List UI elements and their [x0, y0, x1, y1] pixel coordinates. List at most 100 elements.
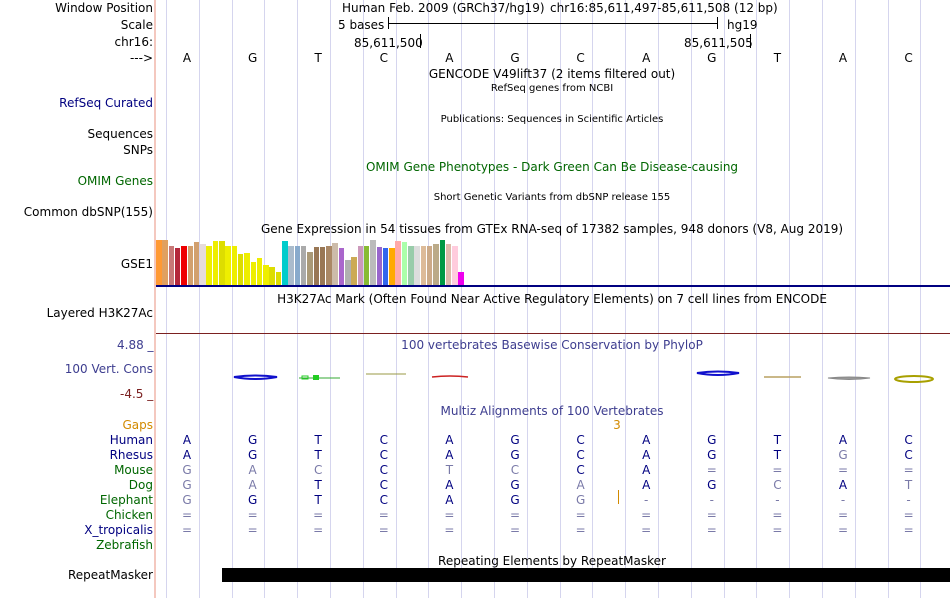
- gtex-tissue-bar[interactable]: [300, 246, 307, 286]
- alignment-base: C: [379, 463, 388, 477]
- h3k27ac-track-title[interactable]: H3K27Ac Mark (Often Found Near Active Re…: [277, 292, 827, 306]
- gtex-tissue-bar[interactable]: [181, 246, 187, 286]
- gaps-label[interactable]: Gaps: [122, 418, 153, 432]
- gtex-tissue-bar[interactable]: [401, 242, 408, 286]
- dbsnp-label[interactable]: Common dbSNP(155): [23, 205, 153, 219]
- repeatmasker-block[interactable]: [222, 568, 950, 582]
- gtex-tissue-bar[interactable]: [332, 243, 338, 286]
- alignment-base: A: [182, 448, 192, 462]
- phylop-track-title[interactable]: 100 vertebrates Basewise Conservation by…: [401, 338, 703, 352]
- grid-line: [396, 0, 397, 598]
- omim-track-title[interactable]: OMIM Gene Phenotypes - Dark Green Can Be…: [365, 160, 739, 174]
- h3k27ac-label[interactable]: Layered H3K27Ac: [46, 306, 153, 320]
- grid-line: [822, 0, 823, 598]
- species-label[interactable]: Elephant: [99, 493, 153, 507]
- dbsnp-track-title[interactable]: Short Genetic Variants from dbSNP releas…: [433, 192, 671, 203]
- gtex-tissue-bar[interactable]: [338, 248, 345, 286]
- gtex-tissue-bar[interactable]: [193, 242, 200, 286]
- gtex-track-title[interactable]: Gene Expression in 54 tissues from GTEx …: [260, 222, 844, 236]
- alignment-base: G: [707, 448, 717, 462]
- gtex-tissue-bar[interactable]: [200, 244, 206, 286]
- gtex-tissue-bar[interactable]: [414, 246, 420, 286]
- grid-line: [166, 0, 167, 598]
- alignment-base: T: [314, 448, 322, 462]
- gtex-tissue-bar[interactable]: [231, 246, 238, 286]
- gtex-tissue-bar[interactable]: [420, 246, 427, 286]
- alignment-base: A: [642, 448, 651, 462]
- gtex-tissue-bar[interactable]: [275, 272, 282, 286]
- refseq-label[interactable]: RefSeq Curated: [59, 96, 153, 110]
- gtex-tissue-bar[interactable]: [206, 246, 212, 286]
- species-label[interactable]: Zebrafish: [96, 538, 153, 552]
- species-label[interactable]: X_tropicalis: [84, 523, 153, 537]
- repeatmasker-track-title[interactable]: Repeating Elements by RepeatMasker: [438, 554, 666, 568]
- gtex-tissue-bar[interactable]: [408, 246, 414, 286]
- snps-label[interactable]: SNPs: [123, 143, 153, 157]
- gtex-tissue-bar[interactable]: [212, 241, 219, 286]
- gtex-tissue-bar[interactable]: [458, 272, 464, 286]
- gtex-tissue-bar[interactable]: [294, 246, 301, 286]
- alignment-base: =: [313, 523, 324, 537]
- species-label[interactable]: Dog: [128, 478, 153, 492]
- gtex-baseline: [156, 285, 950, 287]
- alignment-base: C: [904, 433, 913, 447]
- gtex-tissue-bar[interactable]: [326, 246, 332, 286]
- omim-label[interactable]: OMIM Genes: [77, 174, 153, 188]
- gtex-tissue-bar[interactable]: [439, 240, 446, 286]
- gtex-tissue-bar[interactable]: [225, 246, 231, 286]
- grid-line: [297, 0, 298, 598]
- gtex-tissue-bar[interactable]: [445, 244, 452, 286]
- gtex-tissue-bar[interactable]: [307, 252, 313, 286]
- gtex-tissue-bar[interactable]: [395, 241, 401, 286]
- gtex-tissue-bar[interactable]: [219, 241, 225, 286]
- gtex-label[interactable]: GSE1: [120, 257, 153, 271]
- gtex-tissue-bar[interactable]: [313, 247, 320, 286]
- species-label[interactable]: Rhesus: [109, 448, 153, 462]
- alignment-base: A: [642, 478, 651, 492]
- gtex-tissue-bar[interactable]: [168, 246, 175, 286]
- gtex-tissue-bar[interactable]: [351, 257, 357, 286]
- gtex-tissue-bar[interactable]: [433, 244, 439, 286]
- species-label[interactable]: Human: [109, 433, 153, 447]
- grid-line: [691, 0, 692, 598]
- window-position[interactable]: chr16:85,611,497-85,611,508 (12 bp): [550, 1, 778, 15]
- gtex-tissue-bar[interactable]: [288, 246, 294, 286]
- multiz-track-title[interactable]: Multiz Alignments of 100 Vertebrates: [440, 404, 664, 418]
- species-label[interactable]: Chicken: [105, 508, 153, 522]
- gtex-tissue-bar[interactable]: [256, 258, 263, 286]
- repeatmasker-label[interactable]: RepeatMasker: [67, 568, 153, 582]
- gencode-track-title[interactable]: GENCODE V49lift37 (2 items filtered out): [428, 67, 676, 81]
- gtex-tissue-bar[interactable]: [156, 240, 162, 286]
- alignment-base: =: [181, 508, 193, 522]
- alignment-base: C: [904, 448, 913, 462]
- gtex-tissue-bar[interactable]: [357, 246, 364, 286]
- sequences-track-title[interactable]: Publications: Sequences in Scientific Ar…: [440, 114, 664, 125]
- gtex-tissue-bar[interactable]: [282, 241, 288, 286]
- gtex-tissue-bar[interactable]: [345, 260, 351, 286]
- gtex-tissue-bar[interactable]: [376, 247, 383, 286]
- refseq-track-title[interactable]: RefSeq genes from NCBI: [490, 83, 614, 94]
- species-label[interactable]: Mouse: [114, 463, 153, 477]
- alignment-base: G: [247, 493, 258, 507]
- alignment-base: =: [706, 463, 717, 477]
- gtex-tissue-bar[interactable]: [319, 247, 326, 286]
- gtex-tissue-bar[interactable]: [187, 246, 194, 286]
- gtex-tissue-bar[interactable]: [370, 240, 376, 286]
- gtex-tissue-bar[interactable]: [174, 248, 181, 286]
- gtex-tissue-bar[interactable]: [389, 248, 395, 286]
- gtex-tissue-bar[interactable]: [426, 246, 433, 286]
- gtex-tissue-bar[interactable]: [263, 265, 269, 286]
- phylop-mark-green: [299, 375, 340, 380]
- gtex-tissue-bar[interactable]: [237, 254, 244, 286]
- gtex-tissue-bar[interactable]: [162, 240, 168, 286]
- gtex-tissue-bar[interactable]: [363, 246, 370, 286]
- sequences-label[interactable]: Sequences: [87, 127, 153, 141]
- gtex-tissue-bar[interactable]: [452, 246, 458, 286]
- gtex-tissue-bar[interactable]: [269, 267, 275, 286]
- phylop-label[interactable]: 100 Vert. Cons: [64, 362, 153, 376]
- gtex-tissue-bar[interactable]: [382, 248, 389, 286]
- gtex-tissue-bar[interactable]: [250, 262, 257, 286]
- gtex-tissue-bar[interactable]: [244, 253, 250, 286]
- gtex-bar-chart[interactable]: [156, 238, 536, 286]
- alignment-base: A: [445, 478, 454, 492]
